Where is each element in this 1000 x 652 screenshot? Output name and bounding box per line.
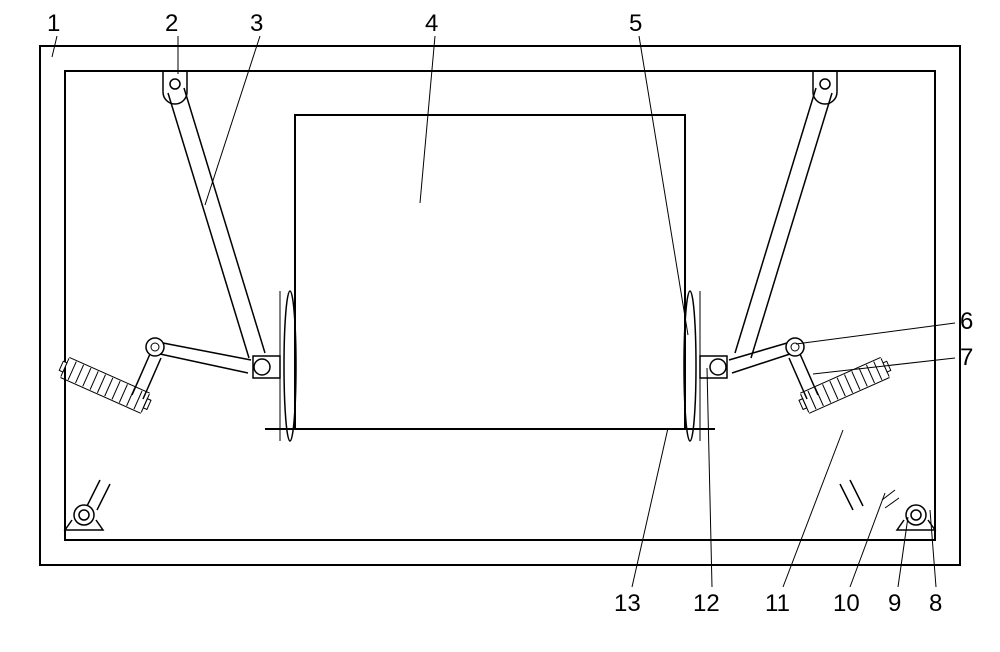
label-9: 9 [888, 590, 901, 618]
label-13: 13 [614, 590, 641, 618]
label-3: 3 [250, 10, 263, 38]
left-bottom-anchor [74, 505, 94, 525]
label-8: 8 [929, 590, 942, 618]
label-10: 10 [833, 590, 860, 618]
label-5: 5 [629, 10, 642, 38]
label-11: 11 [765, 590, 790, 618]
label-4: 4 [425, 10, 438, 38]
right-upper-strut-a [751, 93, 832, 358]
right-top-bracket [813, 71, 837, 104]
left-lower-strut [57, 354, 161, 510]
right-detail-b [885, 498, 899, 508]
label-12: 12 [693, 590, 720, 618]
label-7: 7 [960, 344, 973, 372]
label-2: 2 [165, 10, 178, 38]
right-stub-hole [710, 359, 726, 375]
diagram-container: 1 2 3 4 5 6 7 8 9 10 11 12 13 [0, 0, 1000, 652]
inner-frame [65, 71, 935, 540]
left-mid-joint [146, 338, 164, 356]
center-block [295, 115, 685, 429]
left-upper-strut-a [168, 93, 249, 358]
label-6: 6 [960, 308, 973, 336]
right-top-pin [820, 79, 830, 89]
label-1: 1 [47, 10, 60, 38]
technical-diagram [0, 0, 1000, 652]
left-top-pin [170, 79, 180, 89]
right-upper-strut-b [735, 88, 816, 353]
leader-lines [52, 36, 955, 587]
right-mid-joint [786, 338, 804, 356]
left-upper-strut-b [184, 88, 265, 353]
right-bottom-anchor [906, 505, 926, 525]
left-stub-hole [254, 359, 270, 375]
left-top-bracket [163, 71, 187, 104]
